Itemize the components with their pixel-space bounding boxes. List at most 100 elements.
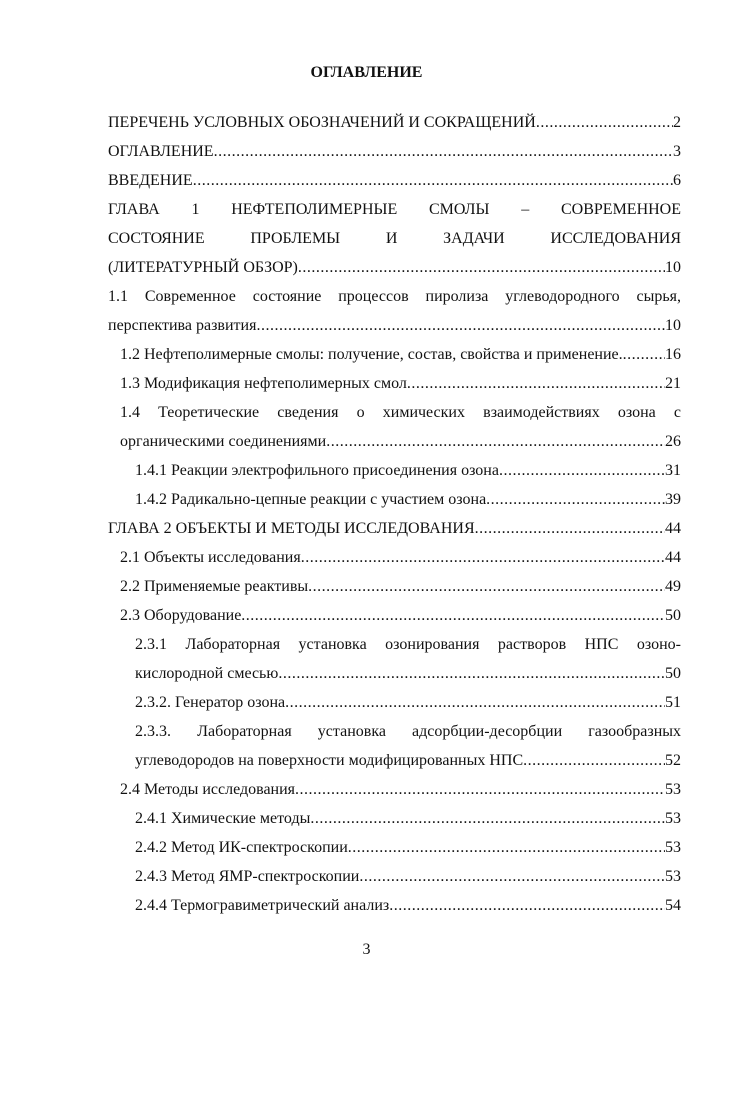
entry-row: 2.4.1 Химические методы 53 [135, 804, 681, 833]
entry-row: кислородной смесью 50 [135, 659, 681, 688]
entry-text: 2.3.1 Лабораторная установка озонировани… [135, 636, 681, 653]
entry-text: ОГЛАВЛЕНИЕ [108, 143, 214, 160]
entry-text: 1.4.2 Радикально-цепные реакции с участи… [135, 491, 487, 508]
entry-text: перспектива развития [108, 317, 257, 334]
toc-entry: 2.4.2 Метод ИК-спектроскопии 53 [135, 833, 681, 862]
dot-leader [486, 485, 665, 514]
dot-leader [359, 862, 665, 891]
dot-leader [407, 369, 665, 398]
entry-text: 1.1 Современное состояние процессов пиро… [108, 288, 681, 305]
toc-entry: 2.4.4 Термогравиметрический анализ 54 [135, 891, 681, 920]
toc-entry: 2.1 Объекты исследования 44 [120, 543, 681, 572]
entry-row: ВВЕДЕНИЕ 6 [108, 166, 681, 195]
entry-text: углеводородов на поверхности модифициров… [135, 752, 524, 769]
dot-leader [298, 253, 665, 282]
entry-text: 1.3 Модификация нефтеполимерных смол [120, 375, 407, 392]
entry-text: ГЛАВА 1 НЕФТЕПОЛИМЕРНЫЕ СМОЛЫ – СОВРЕМЕН… [108, 201, 681, 218]
entry-row: углеводородов на поверхности модифициров… [135, 746, 681, 775]
entry-text: 1.4 Теоретические сведения о химических … [120, 404, 681, 421]
entry-row: (ЛИТЕРАТУРНЫЙ ОБЗОР) 10 [108, 253, 681, 282]
entry-row: перспектива развития 10 [108, 311, 681, 340]
entry-row: 2.2 Применяемые реактивы 49 [120, 572, 681, 601]
dot-leader [310, 804, 665, 833]
entry-text: 2.3.3. Лабораторная установка адсорбции-… [135, 723, 681, 740]
entry-page: 44 [665, 520, 681, 537]
entry-page: 16 [665, 346, 681, 363]
dot-leader [301, 543, 665, 572]
toc-entry: 1.4.1 Реакции электрофильного присоедине… [135, 456, 681, 485]
entry-text: 2.3.2. Генератор озона [135, 694, 286, 711]
entry-page: 53 [665, 839, 681, 856]
dot-leader [214, 137, 673, 166]
entry-page: 21 [665, 375, 681, 392]
toc-entry: ПЕРЕЧЕНЬ УСЛОВНЫХ ОБОЗНАЧЕНИЙ И СОКРАЩЕН… [108, 108, 681, 137]
entry-page: 26 [665, 433, 681, 450]
entry-row: 2.3.2. Генератор озона 51 [135, 688, 681, 717]
entry-row: 1.3 Модификация нефтеполимерных смол 21 [120, 369, 681, 398]
entry-text: 1.4.1 Реакции электрофильного присоедине… [135, 462, 499, 479]
entry-row: 1.4.1 Реакции электрофильного присоедине… [135, 456, 681, 485]
entry-row: 2.4.2 Метод ИК-спектроскопии 53 [135, 833, 681, 862]
entry-text: кислородной смесью [135, 665, 279, 682]
entry-row: органическими соединениями 26 [120, 427, 681, 456]
entry-page: 52 [665, 752, 681, 769]
entry-page: 53 [665, 868, 681, 885]
dot-leader [348, 833, 665, 862]
entry-row: 2.4 Методы исследования 53 [120, 775, 681, 804]
dot-leader [536, 108, 673, 137]
entry-page: 10 [665, 259, 681, 276]
entry-text: ПЕРЕЧЕНЬ УСЛОВНЫХ ОБОЗНАЧЕНИЙ И СОКРАЩЕН… [108, 114, 536, 131]
entry-row: 2.3 Оборудование 50 [120, 601, 681, 630]
dot-leader [326, 427, 665, 456]
entry-row: 1.2 Нефтеполимерные смолы: получение, со… [120, 340, 681, 369]
entry-row: 2.4.3 Метод ЯМР-спектроскопии 53 [135, 862, 681, 891]
entry-page: 49 [665, 578, 681, 595]
toc: ПЕРЕЧЕНЬ УСЛОВНЫХ ОБОЗНАЧЕНИЙ И СОКРАЩЕН… [108, 108, 681, 920]
toc-entry: 2.4 Методы исследования 53 [120, 775, 681, 804]
entry-page: 6 [673, 172, 681, 189]
entry-text: 1.2 Нефтеполимерные смолы: получение, со… [120, 346, 623, 363]
entry-row: 2.4.4 Термогравиметрический анализ 54 [135, 891, 681, 920]
entry-page: 53 [665, 810, 681, 827]
entry-row: ОГЛАВЛЕНИЕ 3 [108, 137, 681, 166]
entry-page: 50 [665, 665, 681, 682]
entry-page: 39 [665, 491, 681, 508]
entry-text: ГЛАВА 2 ОБЪЕКТЫ И МЕТОДЫ ИССЛЕДОВАНИЯ [108, 520, 475, 537]
toc-entry: 1.3 Модификация нефтеполимерных смол 21 [120, 369, 681, 398]
entry-text: 2.1 Объекты исследования [120, 549, 301, 566]
dot-leader [285, 688, 665, 717]
dot-leader [295, 775, 665, 804]
toc-entry: 2.3.2. Генератор озона 51 [135, 688, 681, 717]
page-number: 3 [362, 941, 371, 958]
dot-leader [241, 601, 665, 630]
entry-text: 2.4 Методы исследования [120, 781, 296, 798]
entry-page: 31 [665, 462, 681, 479]
dot-leader [389, 891, 665, 920]
toc-entry: ГЛАВА 2 ОБЪЕКТЫ И МЕТОДЫ ИССЛЕДОВАНИЯ 44 [108, 514, 681, 543]
toc-entry: ВВЕДЕНИЕ 6 [108, 166, 681, 195]
entry-text: (ЛИТЕРАТУРНЫЙ ОБЗОР) [108, 259, 298, 276]
toc-entry: ГЛАВА 1 НЕФТЕПОЛИМЕРНЫЕ СМОЛЫ – СОВРЕМЕН… [108, 195, 681, 282]
dot-leader [499, 456, 665, 485]
toc-entry: 2.3.3. Лабораторная установка адсорбции-… [135, 717, 681, 775]
toc-entry: 2.4.3 Метод ЯМР-спектроскопии 53 [135, 862, 681, 891]
entry-row: 1.4.2 Радикально-цепные реакции с участи… [135, 485, 681, 514]
entry-page: 10 [665, 317, 681, 334]
entry-text: 2.4.4 Термогравиметрический анализ [135, 897, 390, 914]
toc-entry: 1.2 Нефтеполимерные смолы: получение, со… [120, 340, 681, 369]
entry-text: 2.3 Оборудование [120, 607, 242, 624]
entry-row: 2.1 Объекты исследования 44 [120, 543, 681, 572]
toc-entry: 1.1 Современное состояние процессов пиро… [108, 282, 681, 340]
dot-leader [256, 311, 665, 340]
toc-entry: 1.4.2 Радикально-цепные реакции с участи… [135, 485, 681, 514]
dot-leader [623, 340, 665, 369]
toc-entry: 2.4.1 Химические методы 53 [135, 804, 681, 833]
entry-page: 54 [665, 897, 681, 914]
entry-text: 2.4.2 Метод ИК-спектроскопии [135, 839, 348, 856]
toc-entry: 1.4 Теоретические сведения о химических … [120, 398, 681, 456]
dot-leader [523, 746, 665, 775]
entry-text: 2.4.3 Метод ЯМР-спектроскопии [135, 868, 360, 885]
dot-leader [278, 659, 665, 688]
toc-entry: ОГЛАВЛЕНИЕ 3 [108, 137, 681, 166]
